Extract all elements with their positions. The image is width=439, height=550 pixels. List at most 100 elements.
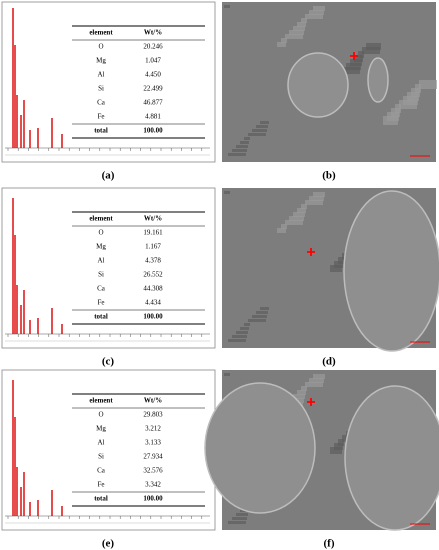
sem-texture <box>224 191 230 194</box>
sem-texture <box>260 121 269 124</box>
sem-texture <box>244 137 250 140</box>
table-total: 100.00 <box>143 127 163 135</box>
table-cell: Al <box>98 257 105 265</box>
sem-texture <box>293 26 305 31</box>
table-header: element <box>89 397 113 405</box>
table-header: element <box>89 215 113 223</box>
sem-texture <box>289 216 304 221</box>
sem-texture <box>305 200 323 205</box>
table-cell: Al <box>98 439 105 447</box>
table-cell: 4.434 <box>145 299 161 307</box>
table-total: 100.00 <box>143 495 163 503</box>
sem-texture <box>309 196 324 201</box>
panel-row: element Wt/% O 19.161 Mg 1.167 Al 4.378 Si 26.552… <box>1 187 439 368</box>
table-total: total <box>94 127 108 135</box>
sem-texture <box>305 382 323 387</box>
panel-label: (f) <box>324 538 335 550</box>
sem-texture <box>236 331 248 334</box>
panel-row: element Wt/% O 29.803 Mg 3.212 Al 3.133 Si 27.934… <box>1 369 439 550</box>
table-cell: Mg <box>96 57 106 65</box>
sem-texture <box>358 51 364 58</box>
sem-texture <box>224 5 230 8</box>
sem-texture <box>415 84 421 93</box>
table-cell: 20.246 <box>143 43 163 51</box>
sem-texture <box>236 513 248 516</box>
table-cell: 3.342 <box>145 481 161 489</box>
sem-texture <box>330 447 342 454</box>
table-cell: 26.552 <box>143 271 163 279</box>
table-cell: Fe <box>98 481 105 489</box>
table-cell: Ca <box>97 467 106 475</box>
sem-texture <box>395 104 401 113</box>
panel-label: (d) <box>322 356 336 368</box>
table-total: 100.00 <box>143 313 163 321</box>
sem-texture <box>309 10 324 15</box>
table-cell: O <box>98 411 103 419</box>
sem-texture <box>301 386 307 391</box>
table-cell: 1.167 <box>145 243 161 251</box>
sem-texture <box>277 42 286 47</box>
table-cell: 19.161 <box>143 229 163 237</box>
sem-texture <box>419 80 437 89</box>
table-cell: 1.047 <box>145 57 161 65</box>
sem-texture <box>297 22 306 27</box>
sem-texture <box>305 14 323 19</box>
sem-texture <box>330 265 342 272</box>
sem-texture <box>232 517 247 520</box>
sem-texture <box>228 339 246 342</box>
table-cell: Ca <box>97 285 106 293</box>
table-cell: 4.378 <box>145 257 161 265</box>
sem-texture <box>309 378 324 383</box>
table-header: Wt/% <box>144 29 162 37</box>
sem-texture <box>338 257 344 264</box>
sem-texture <box>281 224 287 229</box>
sem-texture <box>260 307 269 310</box>
sem-texture <box>224 373 230 376</box>
panel-label: (a) <box>102 170 115 182</box>
table-cell: 4.450 <box>145 71 161 79</box>
table-cell: O <box>98 43 103 51</box>
sem-texture <box>338 439 344 446</box>
sem-texture <box>240 141 249 144</box>
sem-texture <box>362 47 380 54</box>
sem-texture <box>334 261 343 268</box>
sem-texture <box>346 63 361 70</box>
sem-texture <box>232 149 247 152</box>
sem-texture <box>313 6 325 11</box>
table-header: element <box>89 29 113 37</box>
table-cell: 44.308 <box>143 285 163 293</box>
sem-texture <box>354 55 363 62</box>
sem-texture <box>289 30 304 35</box>
table-cell: O <box>98 229 103 237</box>
table-cell: 29.803 <box>143 411 163 419</box>
sem-texture <box>342 67 360 74</box>
sem-texture <box>297 390 306 395</box>
sem-texture <box>256 311 268 314</box>
sem-texture <box>334 443 343 450</box>
sem-texture <box>366 43 381 50</box>
sem-marker <box>307 248 315 256</box>
sem-texture <box>293 394 305 399</box>
table-cell: 3.212 <box>145 425 161 433</box>
table-header: Wt/% <box>144 397 162 405</box>
table-cell: Al <box>98 71 105 79</box>
table-cell: Si <box>98 271 104 279</box>
sem-texture <box>297 208 306 213</box>
sem-texture <box>285 34 303 39</box>
sem-particle <box>287 52 349 118</box>
sem-texture <box>285 220 303 225</box>
table-cell: 22.499 <box>143 85 163 93</box>
table-cell: Si <box>98 453 104 461</box>
table-cell: Ca <box>97 99 106 107</box>
sem-texture <box>252 315 267 318</box>
table-cell: Mg <box>96 243 106 251</box>
sem-texture <box>313 374 325 379</box>
table-cell: 3.133 <box>145 439 161 447</box>
table-cell: Mg <box>96 425 106 433</box>
panel-row: element Wt/% O 20.246 Mg 1.047 Al 4.450 Si 22.499… <box>1 1 437 182</box>
table-cell: 27.934 <box>143 453 163 461</box>
sem-texture <box>277 228 286 233</box>
sem-marker <box>350 52 358 60</box>
sem-texture <box>228 521 246 524</box>
